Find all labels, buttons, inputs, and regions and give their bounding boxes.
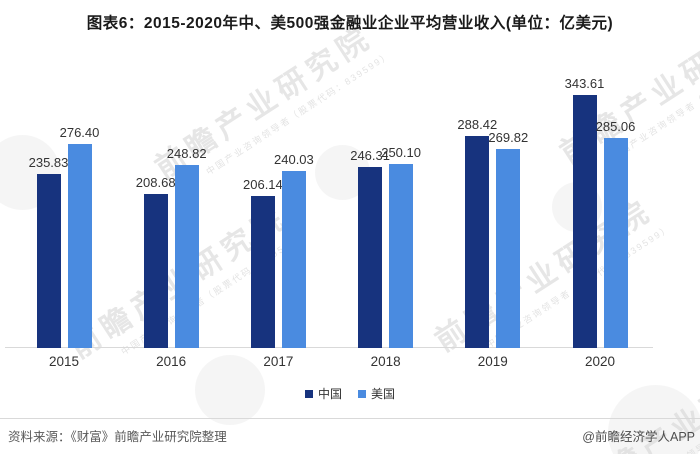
legend: 中国 美国 (0, 385, 700, 402)
x-axis-line (5, 347, 653, 348)
bar-group-2017: 206.14 240.03 (243, 152, 314, 348)
credit-text: @前瞻经济学人APP (582, 430, 695, 444)
x-tick-2018: 2018 (370, 354, 401, 369)
bar-group-2016: 208.68 248.82 (136, 146, 207, 348)
source-text: 资料来源：《财富》前瞻产业研究院整理 (8, 430, 227, 444)
bar-china-2020: 343.61 (565, 76, 604, 348)
value-label-usa-2018: 250.10 (381, 145, 421, 160)
bar-usa-2020: 285.06 (596, 119, 635, 348)
x-tick-2020: 2020 (584, 354, 616, 369)
bar-group-2020: 343.61 285.06 (565, 76, 635, 348)
legend-label-china: 中国 (317, 387, 342, 401)
value-label-china-2016: 208.68 (135, 175, 176, 190)
value-label-usa-2020: 285.06 (595, 119, 636, 134)
chart-title: 图表6：2015-2020年中、美500强金融业企业平均营业收入(单位：亿美元) (86, 15, 614, 32)
value-label-usa-2019: 269.82 (488, 130, 529, 145)
legend-swatch-usa (358, 389, 366, 398)
plot-area: 235.83 276.40 208.68 248.82 206.14 240.03 246.… (5, 76, 653, 348)
x-tick-2015: 2015 (48, 354, 80, 369)
footer-divider (0, 418, 700, 419)
bar-usa-2019: 269.82 (488, 130, 528, 348)
value-label-usa-2017: 240.03 (274, 152, 314, 167)
legend-swatch-china (304, 389, 313, 398)
bar-china-2018: 246.31 (350, 148, 390, 348)
bar-usa-2016: 248.82 (167, 146, 207, 348)
bar-china-2015: 235.83 (29, 155, 68, 348)
legend-label-usa: 美国 (371, 387, 396, 401)
bar-usa-2018: 250.10 (381, 145, 421, 348)
bar-group-2018: 246.31 250.10 (350, 145, 421, 348)
value-label-usa-2016: 248.82 (166, 146, 207, 161)
bar-group-2019: 288.42 269.82 (457, 117, 528, 348)
value-label-china-2019: 288.42 (457, 117, 498, 132)
footer: 资料来源：《财富》前瞻产业研究院整理 @前瞻经济学人APP (8, 426, 695, 445)
bar-china-2019: 288.42 (457, 117, 497, 348)
legend-item-china: 中国 (304, 385, 342, 402)
x-tick-2016: 2016 (156, 354, 187, 369)
legend-item-usa: 美国 (358, 385, 395, 402)
value-label-china-2017: 206.14 (243, 177, 283, 192)
bar-usa-2017: 240.03 (274, 152, 314, 348)
bar-usa-2015: 276.40 (60, 125, 99, 348)
value-label-china-2020: 343.61 (564, 76, 605, 91)
value-label-usa-2015: 276.40 (59, 125, 100, 140)
x-tick-2017: 2017 (263, 354, 294, 369)
bar-group-2015: 235.83 276.40 (29, 125, 99, 348)
bar-china-2017: 206.14 (243, 177, 283, 348)
value-label-china-2015: 235.83 (28, 155, 69, 170)
x-tick-2019: 2019 (477, 354, 508, 369)
bar-china-2016: 208.68 (136, 175, 176, 348)
